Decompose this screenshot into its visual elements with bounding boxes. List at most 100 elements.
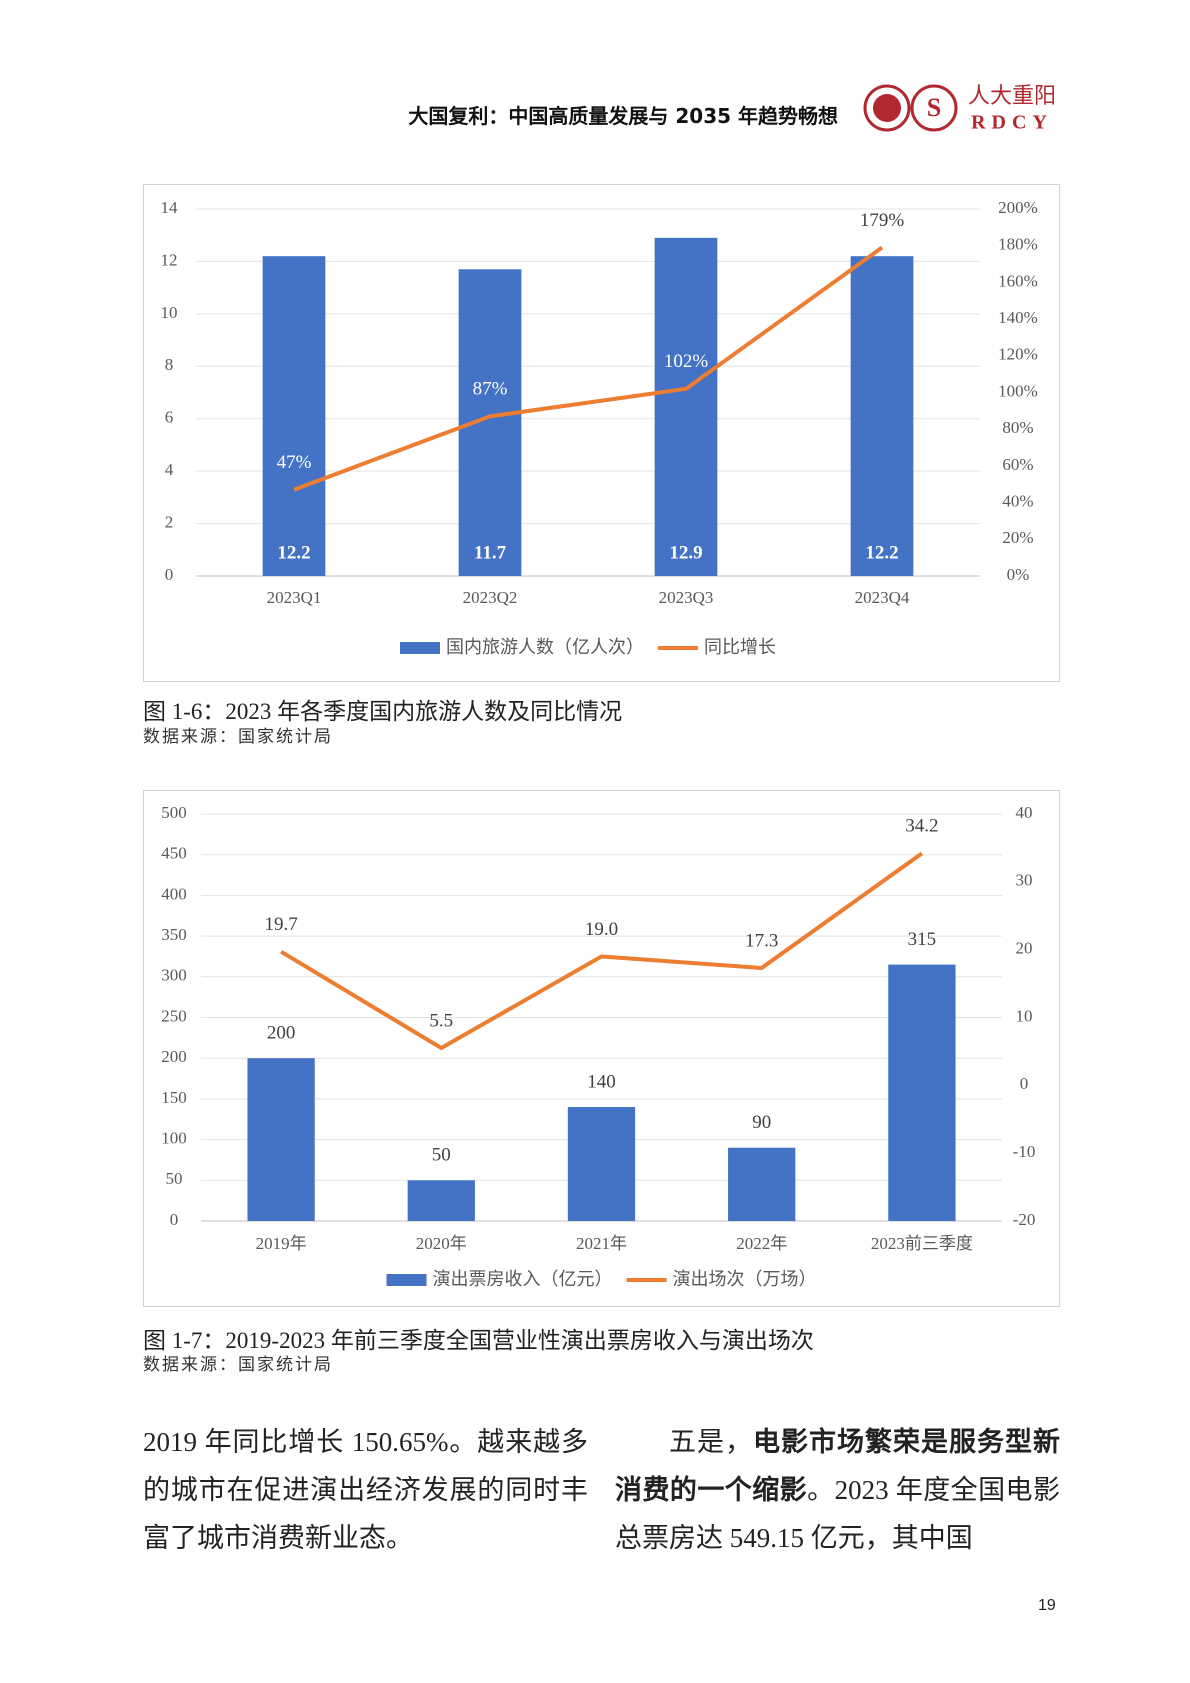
source: 数据来源：国家统计局 [143, 727, 333, 746]
line-value-label: 5.5 [429, 1010, 453, 1031]
x-tick-label: 2022年 [736, 1234, 787, 1253]
y2-tick-label: 140% [998, 308, 1038, 327]
y2-tick-label: 200% [998, 198, 1038, 217]
y-tick-label: 2 [165, 512, 174, 531]
line [293, 245, 884, 492]
bar [247, 1058, 315, 1221]
x-tick-label: 2023Q3 [659, 588, 714, 607]
y2-tick-label: 120% [998, 345, 1038, 364]
chart: 024681012140%20%40%60%80%100%120%140%160… [143, 184, 1060, 682]
bar [567, 1107, 636, 1221]
y-tick-label: 14 [161, 198, 179, 217]
bar-value-label: 12.2 [865, 542, 898, 563]
y2-tick-label: 10 [1016, 1006, 1033, 1025]
y-tick-label: 200 [161, 1047, 187, 1066]
bar [654, 237, 718, 577]
y-tick-label: 8 [165, 355, 174, 374]
bar-value-label: 11.7 [474, 542, 507, 563]
y2-tick-label: 0 [1020, 1074, 1029, 1093]
svg-text:S: S [927, 93, 941, 122]
bar [262, 256, 326, 576]
bar [850, 256, 914, 576]
y-tick-label: 6 [165, 408, 174, 427]
y2-tick-label: 80% [1002, 418, 1033, 437]
legend-swatch [386, 1274, 427, 1286]
y-tick-label: 350 [161, 925, 187, 944]
y-tick-label: 300 [161, 966, 187, 985]
bar-value-label: 50 [432, 1145, 451, 1166]
y2-tick-label: -20 [1013, 1210, 1036, 1229]
line-value-label: 19.0 [585, 919, 618, 940]
bar-value-label: 140 [587, 1071, 616, 1092]
y2-tick-label: 100% [998, 381, 1038, 400]
y-tick-label: 500 [161, 803, 187, 822]
x-tick-label: 2023Q4 [855, 588, 910, 607]
y2-tick-label: 180% [998, 235, 1038, 254]
y-tick-label: 0 [170, 1210, 179, 1229]
bar [407, 1180, 475, 1221]
bar-value-label: 12.2 [277, 542, 310, 563]
y2-tick-label: 20 [1016, 939, 1033, 958]
y-tick-label: 10 [161, 303, 178, 322]
paragraph: 五是，电影市场繁荣是服务型新消费的一个缩影。2023 年度全国电影总票房达 54… [615, 1418, 1060, 1562]
y2-tick-label: 60% [1002, 455, 1033, 474]
text: 。2023 年度全国电影总票房达 549.15 亿元，其中国 [615, 1475, 1060, 1553]
y-tick-label: 250 [161, 1006, 187, 1025]
y2-tick-label: -10 [1013, 1142, 1036, 1161]
bar-value-label: 12.9 [669, 542, 702, 563]
line-value-label: 87% [473, 379, 508, 400]
line-value-label: 179% [860, 210, 905, 231]
caption: 图 1-7：2019-2023 年前三季度全国营业性演出票房收入与演出场次 [143, 1328, 814, 1353]
bar-value-label: 315 [908, 929, 937, 950]
line [280, 851, 924, 1051]
y-tick-label: 12 [161, 250, 178, 269]
y-tick-label: 100 [161, 1129, 187, 1148]
bar-value-label: 90 [752, 1112, 771, 1133]
logo-cn: 人大重阳 [968, 84, 1056, 109]
legend-swatch [400, 642, 440, 654]
line-value-label: 17.3 [745, 930, 778, 951]
x-tick-label: 2023Q1 [267, 588, 322, 607]
y-tick-label: 4 [165, 460, 174, 479]
legend: 演出票房收入（亿元） 演出场次（万场） [386, 1269, 817, 1290]
x-tick-label: 2021年 [576, 1234, 627, 1253]
legend-label: 同比增长 [704, 637, 776, 658]
y2-tick-label: 30 [1016, 871, 1033, 890]
line-value-label: 102% [664, 351, 709, 372]
y2-tick-label: 20% [1002, 528, 1033, 547]
bold-text: 电影市场繁荣是服务型新消费的一个缩影 [615, 1427, 1060, 1505]
y2-tick-label: 40% [1002, 492, 1033, 511]
legend-label: 演出票房收入（亿元） [433, 1269, 613, 1290]
legend-label: 演出场次（万场） [673, 1269, 817, 1290]
legend: 国内旅游人数（亿人次） 同比增长 [400, 637, 776, 658]
y-tick-label: 450 [161, 844, 187, 863]
x-tick-label: 2023前三季度 [871, 1234, 973, 1253]
page-number: 19 [1038, 1597, 1056, 1614]
y2-tick-label: 40 [1016, 803, 1033, 822]
bar-value-label: 200 [267, 1023, 296, 1044]
x-tick-label: 2023Q2 [463, 588, 518, 607]
line-value-label: 47% [277, 452, 312, 473]
caption: 图 1-6：2023 年各季度国内旅游人数及同比情况 [143, 699, 623, 724]
logo: S 人大重阳 RDCY [863, 84, 1056, 134]
source: 数据来源：国家统计局 [143, 1355, 333, 1374]
y2-tick-label: 0% [1007, 565, 1030, 584]
y2-tick-label: 160% [998, 271, 1038, 290]
y-tick-label: 150 [161, 1088, 187, 1107]
bar [888, 964, 956, 1221]
legend-label: 国内旅游人数（亿人次） [446, 637, 644, 658]
line-value-label: 19.7 [264, 914, 297, 935]
y-tick-label: 50 [166, 1169, 183, 1188]
y-tick-label: 0 [165, 565, 174, 584]
paragraph: 2019 年同比增长 150.65%。越来越多的城市在促进演出经济发展的同时丰富… [143, 1427, 588, 1553]
x-tick-label: 2019年 [256, 1234, 307, 1253]
logo-en: RDCY [971, 112, 1053, 134]
chart: 0 50 100 150 200 250 300 350 400 450 500 -20 -10 0 10 2… [143, 790, 1060, 1307]
line-value-label: 34.2 [905, 816, 938, 837]
bar [728, 1147, 796, 1221]
header-title: 大国复利：中国高质量发展与 2035 年趋势畅想 [408, 104, 838, 128]
x-tick-label: 2020年 [416, 1234, 467, 1253]
y-tick-label: 400 [161, 884, 187, 903]
text: 五是， [669, 1427, 753, 1457]
